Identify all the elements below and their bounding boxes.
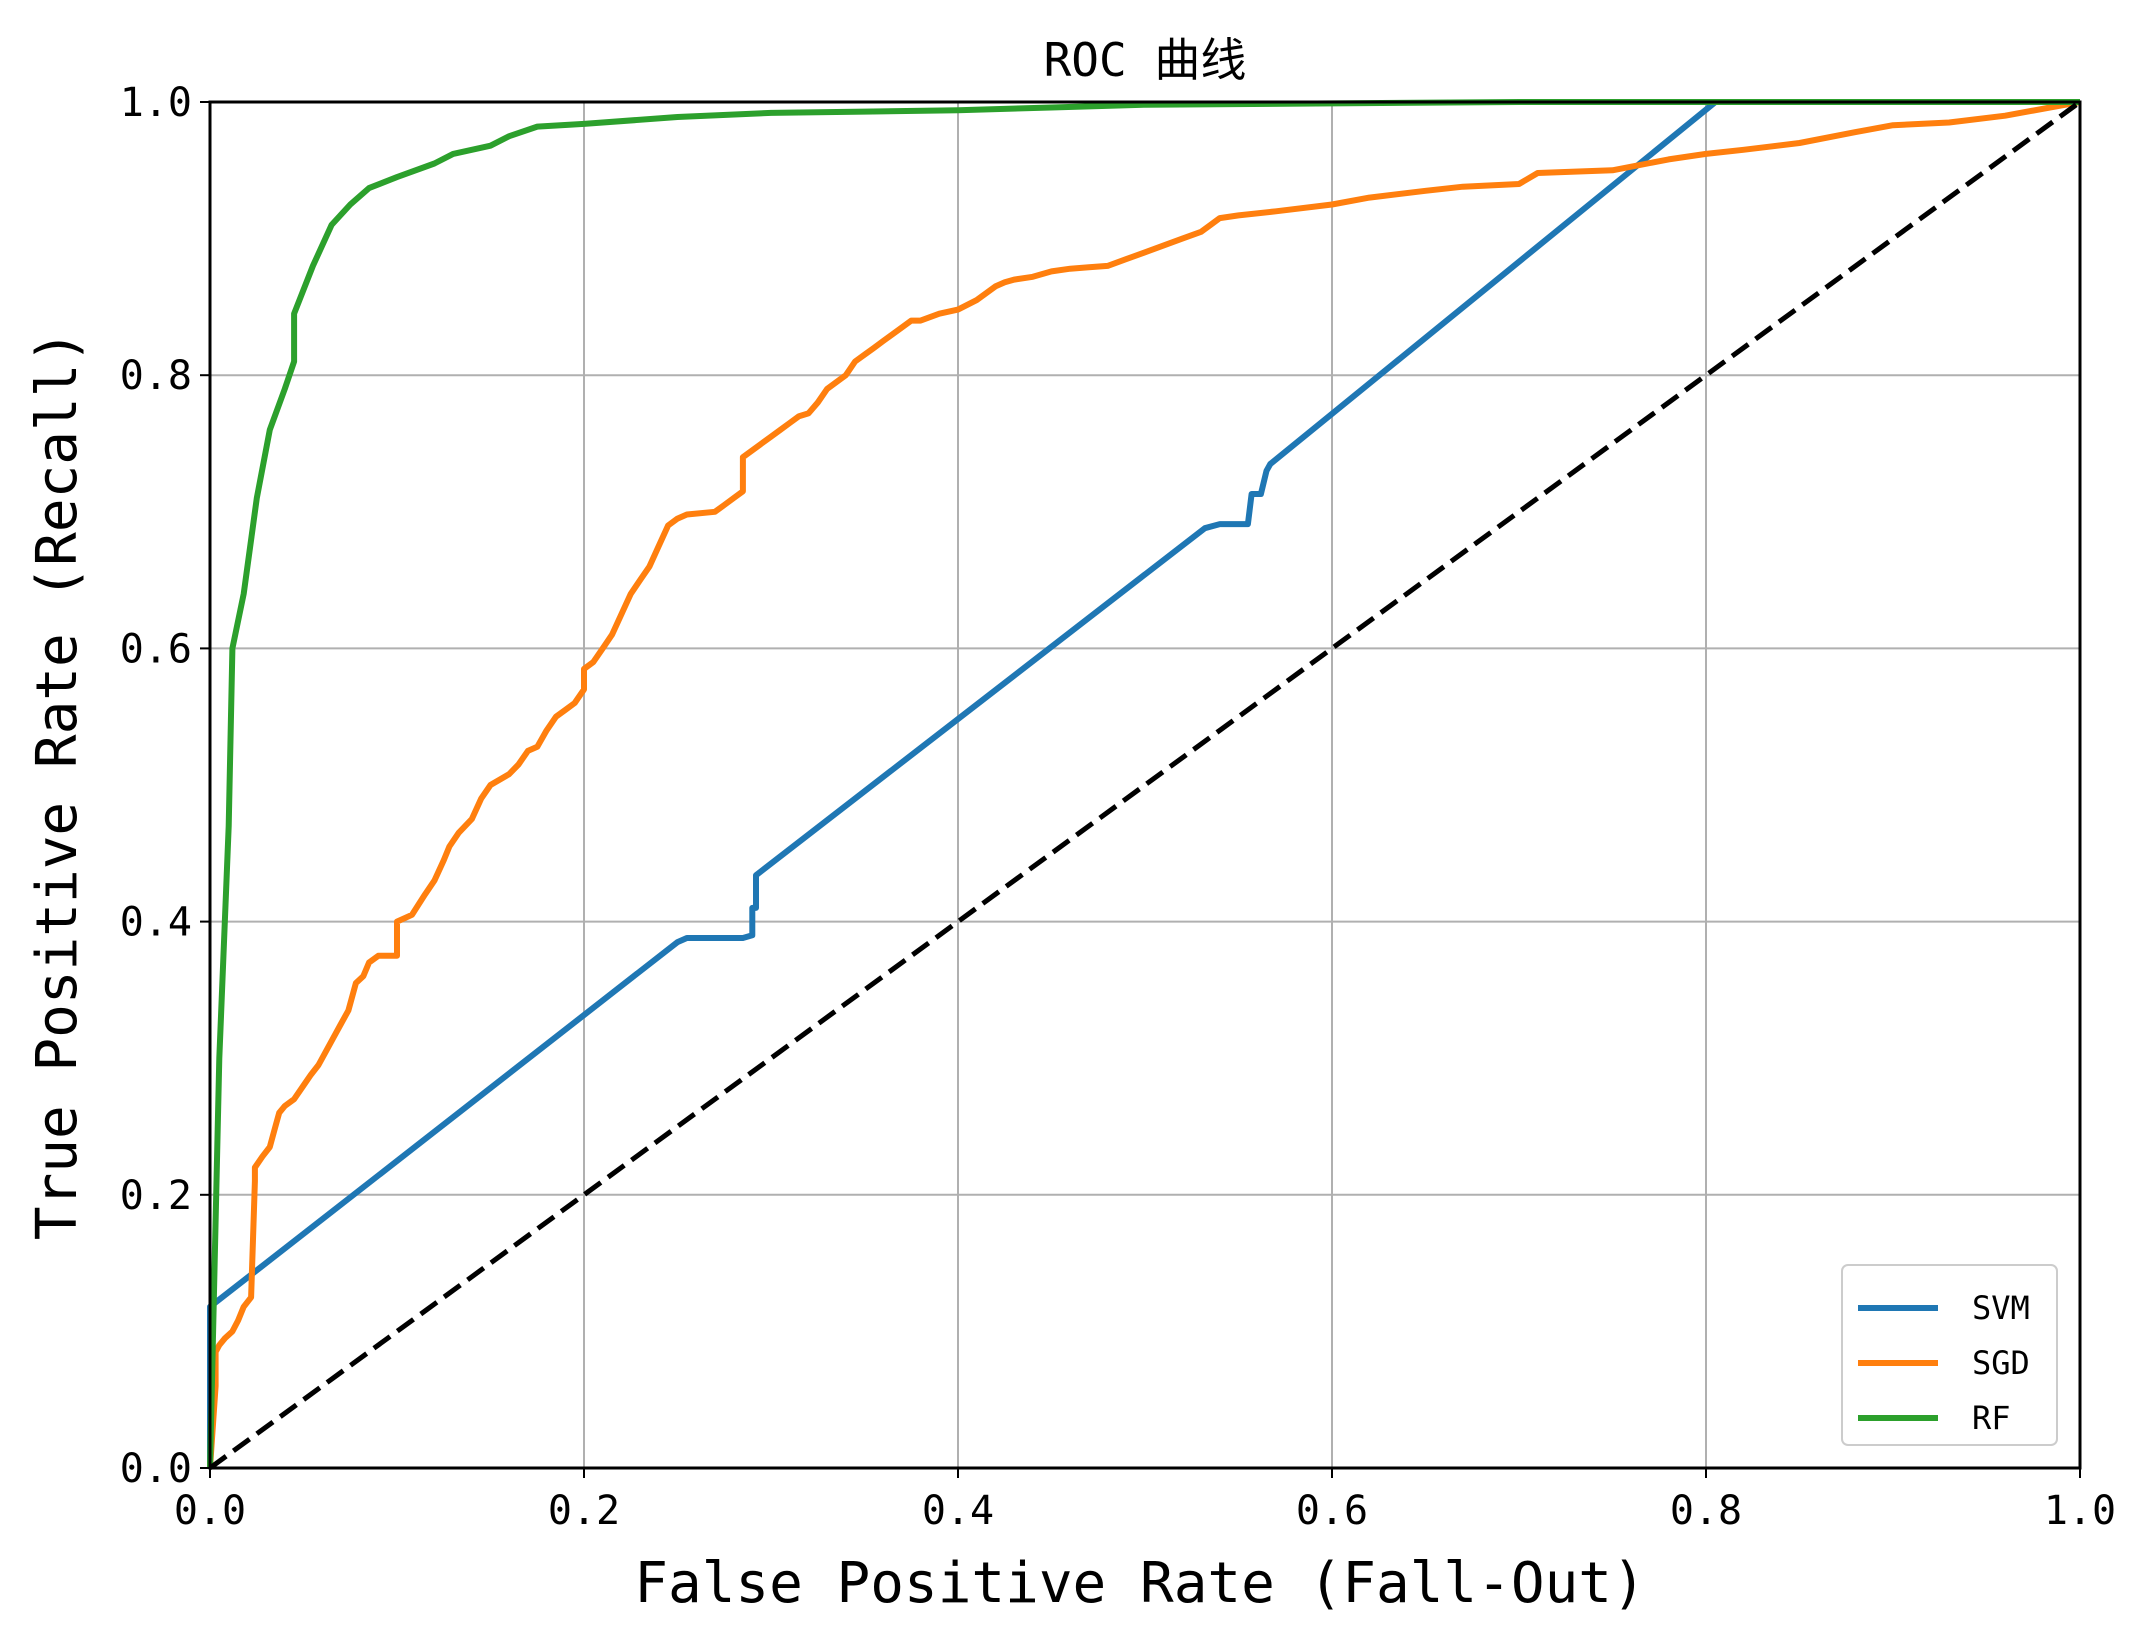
legend-label-rf: RF bbox=[1972, 1399, 2011, 1437]
reference-diagonal-line bbox=[208, 99, 2082, 1471]
legend-label-svm: SVM bbox=[1972, 1289, 2030, 1327]
plot-series bbox=[207, 99, 2082, 1471]
y-tick-label: 0.6 bbox=[120, 626, 192, 672]
x-tick-label: 0.8 bbox=[1670, 1488, 1742, 1534]
y-tick-label: 0.8 bbox=[120, 353, 192, 399]
x-tick-label: 0.6 bbox=[1296, 1488, 1368, 1534]
y-tick-label: 0.0 bbox=[120, 1446, 192, 1492]
y-tick-label: 0.2 bbox=[120, 1173, 192, 1219]
chart-title: ROC 曲线 bbox=[1044, 33, 1247, 87]
plot-frame bbox=[208, 100, 2082, 1470]
x-tick-label: 0.2 bbox=[548, 1488, 620, 1534]
series-line-svm bbox=[207, 99, 2080, 1468]
x-tick-label: 0.4 bbox=[922, 1488, 994, 1534]
x-tick-label: 1.0 bbox=[2044, 1488, 2116, 1534]
series-line-sgd bbox=[207, 99, 2081, 1469]
y-axis-title: True Positive Rate (Recall) bbox=[25, 330, 90, 1240]
x-tick-label: 0.0 bbox=[174, 1488, 246, 1534]
y-tick-label: 0.4 bbox=[120, 900, 192, 946]
x-axis-title: False Positive Rate (Fall-Out) bbox=[634, 1551, 1645, 1616]
axis-ticks: 0.0 0.2 0.4 0.6 0.8 1.0 0.0 0.2 0.4 0.6 0.8 1.0 bbox=[120, 80, 2116, 1534]
legend-label-sgd: SGD bbox=[1972, 1344, 2030, 1382]
y-tick-label: 1.0 bbox=[120, 80, 192, 126]
legend: SVM SGD RF bbox=[1841, 1264, 2058, 1446]
series-line-rf bbox=[207, 99, 2080, 1469]
